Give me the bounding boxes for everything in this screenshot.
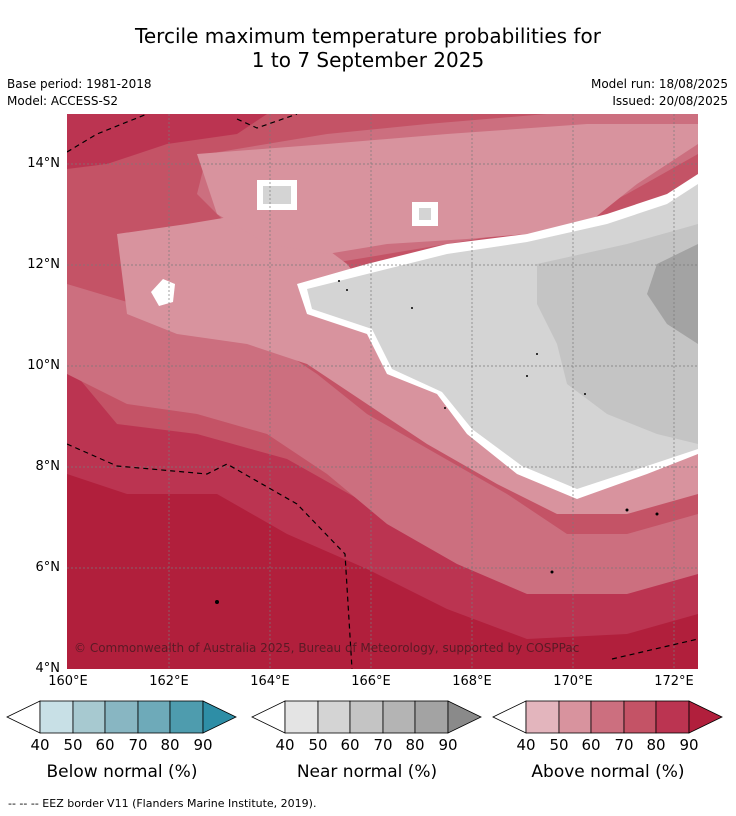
island xyxy=(215,600,219,604)
island xyxy=(411,307,413,309)
colorbar-label: 60 xyxy=(581,736,601,754)
eez-border-north xyxy=(236,114,298,129)
graticule xyxy=(67,114,698,669)
x-tick-label: 168°E xyxy=(452,674,492,689)
colorbar-swatch xyxy=(72,700,106,734)
colorbar-above-upper-extend xyxy=(688,700,723,734)
colorbar-label: 40 xyxy=(516,736,536,754)
colorbar-swatch xyxy=(590,700,625,734)
near-normal-islet-a xyxy=(263,186,291,204)
probability-map xyxy=(67,114,698,669)
colorbar-label: 90 xyxy=(679,736,699,754)
x-tick-label: 160°E xyxy=(48,674,88,689)
colorbar-title-near-normal: Near normal (%) xyxy=(296,762,438,782)
colorbar-label: 80 xyxy=(646,736,666,754)
above-60-band xyxy=(67,284,698,594)
colorbar-label: 90 xyxy=(438,736,458,754)
colorbar-near-lower-extend xyxy=(251,700,286,734)
eez-border-north-west xyxy=(67,114,148,153)
map-title-line1: Tercile maximum temperature probabilitie… xyxy=(135,24,601,48)
colorbar-swatch xyxy=(382,700,416,734)
colorbar-title-below-normal: Below normal (%) xyxy=(46,762,198,782)
colorbar-label: 90 xyxy=(193,736,213,754)
issued-date: Issued: 20/08/2025 xyxy=(612,94,728,108)
above-80-north-band xyxy=(67,114,267,169)
colorbar-label: 70 xyxy=(373,736,393,754)
colorbar-label: 70 xyxy=(614,736,634,754)
colorbar-label: 50 xyxy=(63,736,83,754)
colorbar-label: 40 xyxy=(275,736,295,754)
island xyxy=(584,393,586,395)
island xyxy=(346,289,348,291)
island xyxy=(444,407,446,409)
colorbar-swatch xyxy=(349,700,384,734)
model-run: Model run: 18/08/2025 xyxy=(590,77,728,91)
colorbar-swatch xyxy=(414,700,449,734)
above-50-north-band xyxy=(197,124,698,254)
colorbar-label: 40 xyxy=(30,736,50,754)
colorbar-swatch xyxy=(317,700,351,734)
map-title-line2: 1 to 7 September 2025 xyxy=(251,48,485,72)
colorbar-swatch xyxy=(623,700,657,734)
x-tick-label: 170°E xyxy=(553,674,593,689)
colorbar-near-normal xyxy=(251,700,482,734)
x-tick-label: 166°E xyxy=(351,674,391,689)
y-tick-label: 12°N xyxy=(27,257,60,272)
x-tick-label: 162°E xyxy=(149,674,189,689)
eez-border-south-east xyxy=(611,638,698,660)
colorbar-swatch xyxy=(169,700,204,734)
base-period: Base period: 1981-2018 xyxy=(7,77,152,91)
colorbar-label: 50 xyxy=(308,736,328,754)
probability-map-svg xyxy=(67,114,698,669)
colorbar-swatch xyxy=(655,700,690,734)
island xyxy=(338,280,340,282)
near-normal-80-region xyxy=(647,244,698,344)
colorbar-label: 80 xyxy=(405,736,425,754)
colorbar-swatch xyxy=(137,700,171,734)
eez-border-footnote: -- -- -- EEZ border V11 (Flanders Marine… xyxy=(8,797,317,810)
island xyxy=(625,508,629,512)
colorbar-swatch xyxy=(558,700,592,734)
eez-borders xyxy=(67,114,698,669)
colorbar-swatch xyxy=(284,700,319,734)
colorbar-swatch xyxy=(39,700,74,734)
colorbar-below-lower-extend xyxy=(6,700,41,734)
above-80-band xyxy=(67,364,698,639)
y-tick-label: 10°N xyxy=(27,358,60,373)
x-tick-label: 164°E xyxy=(250,674,290,689)
colorbar-below-normal xyxy=(6,700,237,734)
islands xyxy=(215,280,659,604)
colorbar-label: 80 xyxy=(160,736,180,754)
colorbar-below-upper-extend xyxy=(202,700,237,734)
x-tick-label: 172°E xyxy=(654,674,694,689)
near-normal-islet-b xyxy=(419,208,431,220)
island xyxy=(526,375,528,377)
colorbar-label: 60 xyxy=(95,736,115,754)
colorbar-label: 60 xyxy=(340,736,360,754)
colorbar-near-upper-extend xyxy=(447,700,482,734)
y-tick-label: 14°N xyxy=(27,156,60,171)
map-copyright: © Commonwealth of Australia 2025, Bureau… xyxy=(74,641,580,655)
island xyxy=(655,512,659,516)
colorbar-above-lower-extend xyxy=(492,700,527,734)
island xyxy=(536,353,538,355)
island xyxy=(550,570,554,574)
y-tick-label: 6°N xyxy=(35,560,61,575)
colorbar-swatch xyxy=(104,700,139,734)
colorbar-label: 50 xyxy=(549,736,569,754)
model-name: Model: ACCESS-S2 xyxy=(7,94,119,108)
colorbar-label: 70 xyxy=(128,736,148,754)
colorbar-swatch xyxy=(525,700,560,734)
eez-border-south xyxy=(67,443,353,669)
y-tick-label: 8°N xyxy=(35,459,61,474)
colorbar-above-normal xyxy=(492,700,723,734)
colorbar-title-above-normal: Above normal (%) xyxy=(531,762,685,782)
y-tick-label: 4°N xyxy=(35,661,61,676)
